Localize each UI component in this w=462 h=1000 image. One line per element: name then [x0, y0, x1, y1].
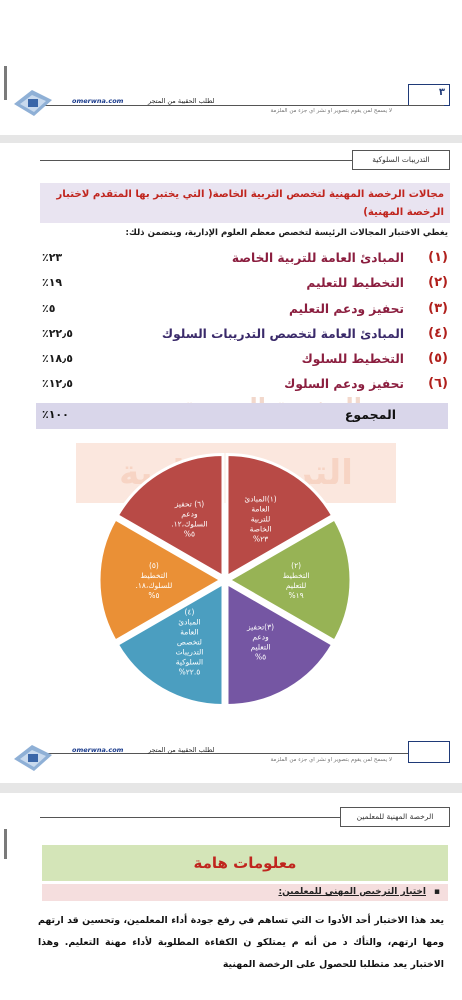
row-percent: ١٩٪ [42, 276, 63, 289]
bag-logo-icon [14, 90, 52, 116]
pie-slice [226, 516, 353, 644]
bullet-icon: ▪ [433, 887, 440, 897]
total-row: المجموع ١٠٠٪ [36, 403, 448, 429]
page-3: الرخصة المهنية للمعلمين معلومات هامة ▪ ا… [0, 793, 462, 1000]
row-number: (٢) [428, 275, 448, 290]
row-percent: ١٢٫٥٪ [42, 377, 73, 390]
row-number: (١) [428, 250, 448, 265]
header-rule [40, 160, 450, 161]
domain-row: (٥) التخطيط للسلوك ١٨٫٥٪ [36, 351, 448, 373]
subheading: ▪ اختبار الترخيص المهني للمعلمين: [42, 884, 448, 901]
page-number-box [408, 741, 450, 763]
row-percent: ٢٢٫٥٪ [42, 327, 73, 340]
pie-slice-label: (١)المبادئ العامة للتربية الخاصة ٢٣% [244, 494, 276, 543]
row-label: تحفيز ودعم التعليم [288, 302, 404, 316]
page-number-box: ٣ [408, 84, 450, 106]
domain-row: (٤) المبادئ العامة لتخصص التدريبات السلو… [36, 326, 448, 348]
bag-logo-icon [14, 745, 52, 771]
page-number: ٣ [438, 87, 445, 98]
margin-bar [4, 66, 7, 100]
row-label: التخطيط للسلوك [301, 352, 404, 366]
footer-rule [40, 105, 444, 106]
total-label: المجموع [344, 407, 396, 422]
pie-slice [97, 516, 225, 644]
row-percent: ١٨٫٥٪ [42, 352, 73, 365]
pie-slice [115, 580, 225, 707]
row-percent: ٢٣٪ [42, 251, 63, 264]
pie-slice-label: (٥) التخطيط للسلوك،١٨. ٥% [135, 561, 172, 600]
page-2: التدريبات السلوكية مجالات الرخصة المهنية… [0, 143, 462, 783]
body-paragraph: يعد هذا الاختبار أحد الأدوا ت التي تساهم… [38, 915, 444, 970]
header-rule [40, 817, 450, 818]
footer-rule [40, 753, 444, 754]
footer-notice: لا يسمح لمن يقوم بتصوير او نشر اي جزء من… [270, 108, 392, 114]
footer-site: omerwna.com [72, 97, 124, 105]
row-number: (٥) [428, 351, 448, 366]
pie-chart: (١)المبادئ العامة للتربية الخاصة ٢٣% (٢) التخط… [97, 453, 353, 707]
row-label: التخطيط للتعليم [306, 276, 404, 290]
margin-bar [4, 829, 7, 859]
total-percent: ١٠٠٪ [42, 408, 69, 421]
row-label: المبادئ العامة لتخصص التدريبات السلوك [161, 327, 404, 341]
domain-row: (٦) تحفيز ودعم السلوك ١٢٫٥٪ [36, 376, 448, 398]
row-label: تحفيز ودعم السلوك [284, 377, 404, 391]
row-number: (٣) [428, 301, 448, 316]
pie-slice-label: (٤) المبادئ العامة لتخصص التدريبات السلوكية ٢٢… [176, 608, 204, 677]
section-header: الرخصة المهنية للمعلمين [340, 807, 450, 827]
pie-slice [225, 453, 335, 580]
intro-text: يغطي الاختبار المجالات الرئيسة لتخصص معظ… [125, 228, 448, 238]
pie-slice-label: (٢) التخطيط للتعليم ١٩% [283, 561, 310, 600]
page-1: ٣ omerwna.com لطلب الحقيبة من المتجر لا … [0, 0, 462, 135]
domain-row: (١) المبادئ العامة للتربية الخاصة ٢٣٪ [36, 250, 448, 272]
footer-site: omerwna.com [72, 746, 124, 754]
footer-notice: لا يسمح لمن يقوم بتصوير او نشر اي جزء من… [270, 757, 392, 763]
subheading-text: اختبار الترخيص المهني للمعلمين: [278, 887, 426, 897]
pie-slice [115, 453, 225, 580]
pie-slice [225, 580, 335, 707]
row-label: المبادئ العامة للتربية الخاصة [231, 251, 404, 265]
row-number: (٤) [428, 326, 448, 341]
pie-slice-label: (٦) تحفيز ودعم السلوك،١٢. ٥% [171, 499, 207, 538]
pie-slice-label: (٣)تحفيز ودعم التعليم ٥% [246, 623, 274, 662]
section-header: التدريبات السلوكية [352, 150, 450, 170]
footer-store: لطلب الحقيبة من المتجر [148, 746, 215, 754]
row-percent: ٥٪ [42, 302, 56, 315]
domain-row: (٢) التخطيط للتعليم ١٩٪ [36, 275, 448, 297]
row-number: (٦) [428, 376, 448, 391]
domain-row: (٣) تحفيز ودعم التعليم ٥٪ [36, 301, 448, 323]
footer-store: لطلب الحقيبة من المتجر [148, 97, 215, 105]
important-info-banner: معلومات هامة [42, 845, 448, 881]
section-title: مجالات الرخصة المهنية لتخصص التربية الخا… [40, 183, 450, 223]
